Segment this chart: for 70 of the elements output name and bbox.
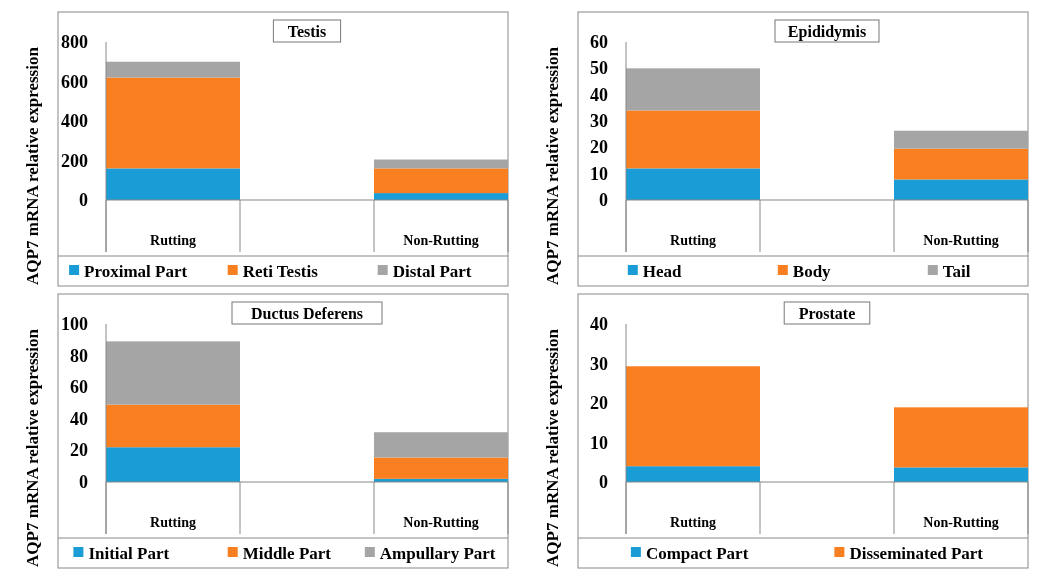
bar xyxy=(626,68,760,111)
bar xyxy=(894,467,1028,482)
chart-title: Testis xyxy=(287,22,327,40)
chart-title: Ductus Deferens xyxy=(250,304,364,322)
y-tick-label: 10 xyxy=(590,163,608,184)
y-tick-label: 100 xyxy=(61,314,88,334)
y-tick-label: 60 xyxy=(70,377,88,398)
y-tick-label: 600 xyxy=(61,71,88,92)
y-tick-label: 40 xyxy=(70,408,88,429)
legend-label: Middle Part xyxy=(242,543,332,563)
bar xyxy=(894,407,1028,468)
x-tick-label: Non-Rutting xyxy=(403,514,479,530)
legend-label: Disseminated Part xyxy=(849,543,984,563)
bar xyxy=(106,168,240,200)
y-axis-title: AQP7 mRNA relative expression xyxy=(22,328,42,567)
bar xyxy=(894,130,1028,149)
x-tick-label: Rutting xyxy=(150,514,196,530)
legend-label: Distal Part xyxy=(392,261,472,281)
chart-title: Epididymis xyxy=(787,22,867,41)
bar xyxy=(626,110,760,169)
y-tick-label: 40 xyxy=(590,314,608,334)
bar xyxy=(626,366,760,467)
y-axis-title: AQP7 mRNA relative expression xyxy=(542,46,562,285)
y-tick-label: 0 xyxy=(599,190,608,210)
bar xyxy=(374,159,508,169)
y-tick-label: 0 xyxy=(79,472,88,492)
legend-label: Reti Testis xyxy=(242,261,319,281)
y-tick-label: 30 xyxy=(590,353,608,374)
y-tick-label: 0 xyxy=(599,472,608,492)
bar xyxy=(374,432,508,458)
bar xyxy=(106,447,240,482)
bar xyxy=(106,61,240,78)
chart-title: Prostate xyxy=(798,304,856,322)
y-tick-label: 400 xyxy=(61,111,88,131)
legend-label: Ampullary Part xyxy=(379,543,496,563)
legend-label: Body xyxy=(792,261,832,281)
y-tick-label: 30 xyxy=(590,111,608,131)
x-tick-label: Non-Rutting xyxy=(923,232,999,248)
x-tick-label: Rutting xyxy=(670,514,716,530)
y-axis-title: AQP7 mRNA relative expression xyxy=(542,328,562,567)
bar xyxy=(626,168,760,200)
y-tick-label: 80 xyxy=(70,345,88,366)
y-tick-label: 50 xyxy=(590,58,608,79)
y-tick-label: 60 xyxy=(590,32,608,52)
bar xyxy=(894,179,1028,200)
bar xyxy=(374,168,508,194)
y-tick-label: 20 xyxy=(70,440,88,461)
bar xyxy=(106,404,240,448)
legend-label: Initial Part xyxy=(88,543,170,563)
bar xyxy=(374,457,508,479)
y-tick-label: 40 xyxy=(590,84,608,105)
x-tick-label: Rutting xyxy=(150,232,196,248)
x-tick-label: Non-Rutting xyxy=(923,514,999,530)
x-tick-label: Rutting xyxy=(670,232,716,248)
legend-label: Tail xyxy=(942,261,971,281)
bar xyxy=(894,148,1028,180)
y-tick-label: 800 xyxy=(61,32,88,52)
legend-label: Compact Part xyxy=(645,543,749,563)
bar xyxy=(106,341,240,405)
y-tick-label: 20 xyxy=(590,393,608,413)
y-tick-label: 0 xyxy=(79,190,88,210)
y-tick-label: 20 xyxy=(590,137,608,158)
y-axis-title: AQP7 mRNA relative expression xyxy=(22,46,42,285)
legend-label: Head xyxy=(642,261,683,281)
y-tick-label: 10 xyxy=(590,432,608,453)
legend-label: Proximal Part xyxy=(84,261,188,281)
x-tick-label: Non-Rutting xyxy=(403,232,479,248)
y-tick-label: 200 xyxy=(61,150,88,171)
bar xyxy=(106,77,240,169)
bar xyxy=(626,466,760,482)
